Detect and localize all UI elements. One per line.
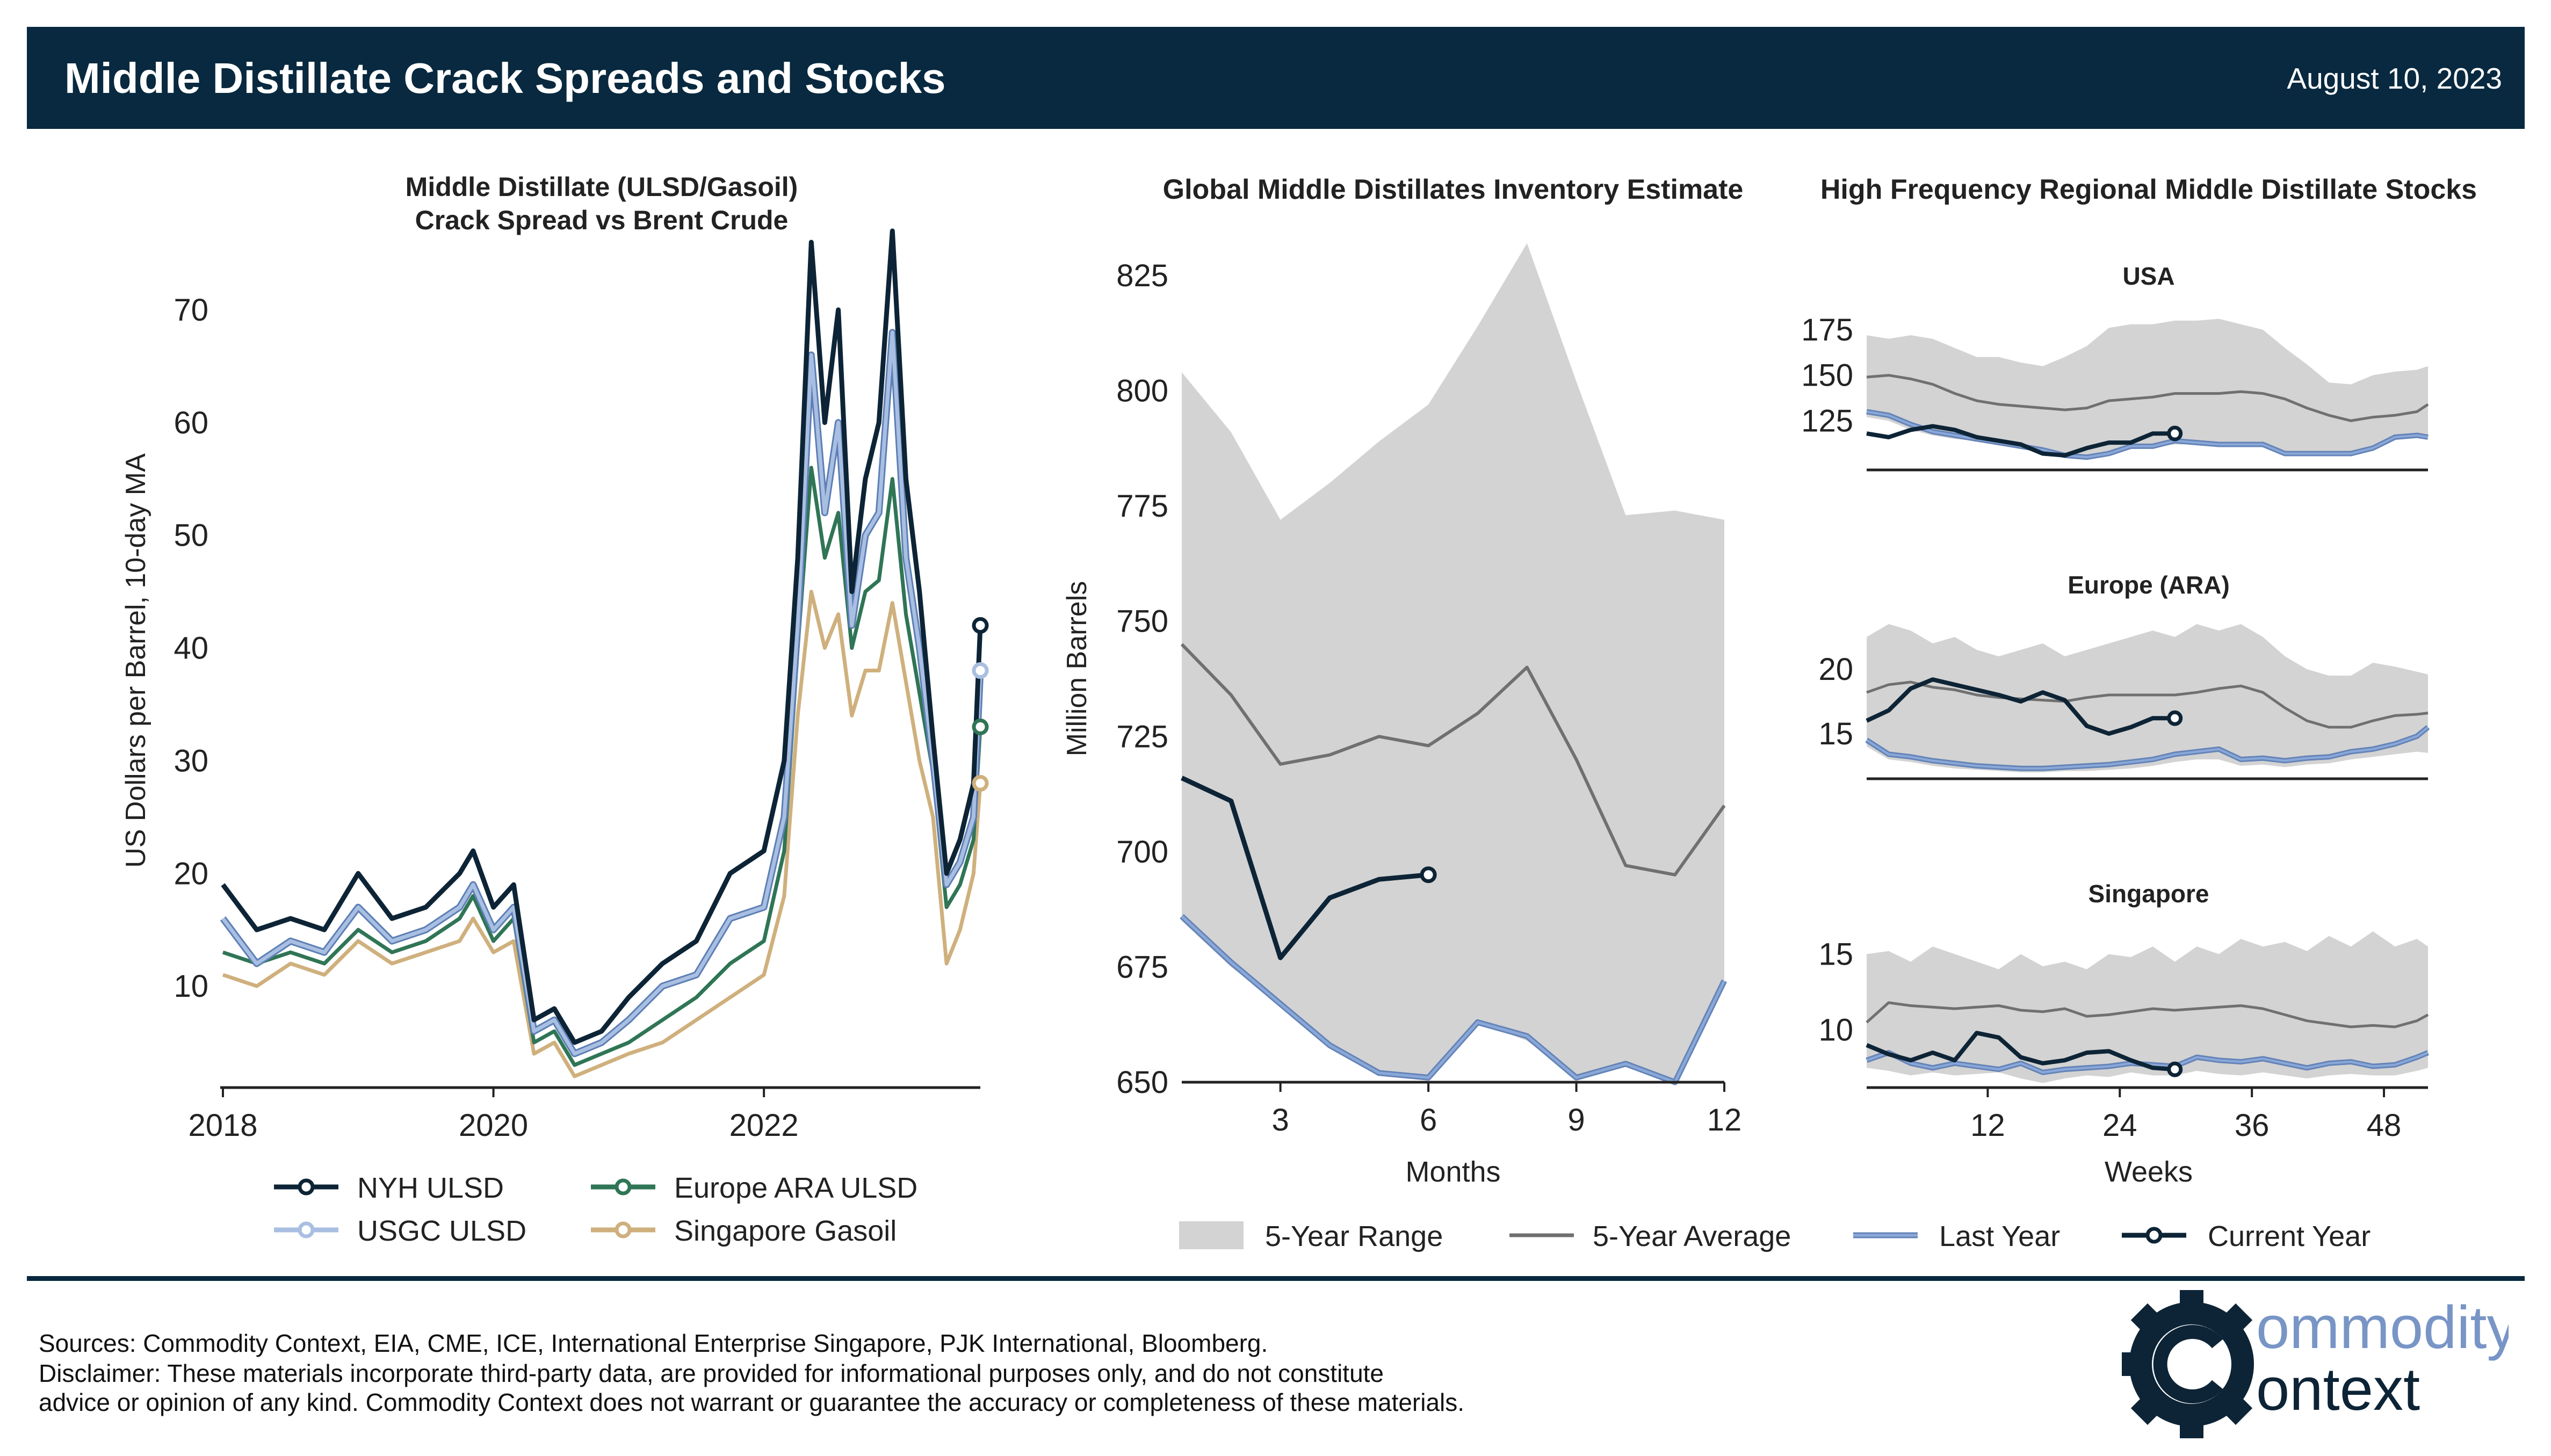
panel-y-tick-label-europe-ara: 15 bbox=[1818, 716, 1853, 751]
panel-x-tick-label: 36 bbox=[2235, 1108, 2270, 1143]
disclaimer-line-1: Disclaimer: These materials incorporate … bbox=[39, 1359, 1384, 1387]
crack-legend-swatch-marker bbox=[298, 1221, 315, 1238]
commodity-context-logo: ommodity ontext bbox=[2122, 1290, 2509, 1438]
panel-current-year-line-usa bbox=[1866, 424, 2175, 458]
gear-icon bbox=[2122, 1290, 2254, 1438]
inventory-5yr-avg-line bbox=[1180, 643, 1726, 877]
panel-y-tick-label-usa: 125 bbox=[1801, 403, 1853, 438]
legend-swatch-range bbox=[1179, 1221, 1244, 1249]
inventory-y-tick-label: 800 bbox=[1116, 374, 1168, 409]
crack-y-tick-label: 60 bbox=[174, 405, 208, 440]
crack-series-nyh-ulsd bbox=[221, 228, 983, 1045]
inventory-y-axis-label: Million Barrels bbox=[1061, 581, 1093, 757]
inventory-chart-title: Global Middle Distillates Inventory Esti… bbox=[1163, 174, 1744, 205]
crack-series-usgc-ulsd-outline bbox=[220, 329, 984, 1057]
legend-label-average: 5-Year Average bbox=[1593, 1220, 1791, 1252]
crack-legend-swatch-marker bbox=[615, 1221, 632, 1238]
inventory-x-tick-label: 6 bbox=[1420, 1103, 1437, 1138]
panel-5yr-avg-line-usa bbox=[1866, 374, 2429, 422]
crack-legend-label-europe-ara-ulsd: Europe ARA ULSD bbox=[674, 1172, 917, 1204]
report-date: August 10, 2023 bbox=[2287, 62, 2502, 95]
crack-end-marker-usgc-ulsd bbox=[972, 662, 989, 679]
panel-title-usa: USA bbox=[2122, 262, 2174, 290]
crack-end-marker-nyh-ulsd bbox=[972, 617, 989, 634]
crack-legend-label-usgc-ulsd: USGC ULSD bbox=[357, 1215, 526, 1247]
panel-current-year-line-europe-ara bbox=[1866, 677, 2175, 736]
legend-label-last-year: Last Year bbox=[1939, 1220, 2060, 1252]
charts-canvas: Middle Distillate (ULSD/Gasoil)Crack Spr… bbox=[120, 172, 2477, 1252]
panel-title-europe-ara: Europe (ARA) bbox=[2068, 571, 2230, 599]
crack-legend-swatch-marker bbox=[615, 1178, 632, 1196]
crack-y-axis-label: US Dollars per Barrel, 10-day MA bbox=[120, 453, 151, 868]
panel-x-tick-label: 48 bbox=[2367, 1108, 2402, 1143]
title-bar: Middle Distillate Crack Spreads and Stoc… bbox=[27, 27, 2525, 129]
page-title: Middle Distillate Crack Spreads and Stoc… bbox=[64, 54, 946, 102]
panel-y-tick-label-singapore: 15 bbox=[1818, 937, 1853, 972]
panel-x-tick-label: 24 bbox=[2102, 1108, 2137, 1143]
crack-series-europe-ara-ulsd bbox=[222, 466, 982, 1067]
regional-x-axis-label: Weeks bbox=[2105, 1156, 2193, 1188]
crack-chart-title-line-1: Middle Distillate (ULSD/Gasoil) bbox=[406, 172, 798, 202]
panel-5yr-range-usa bbox=[1867, 318, 2428, 455]
inventory-x-tick-label: 3 bbox=[1272, 1103, 1289, 1138]
crack-y-tick-label: 30 bbox=[174, 743, 208, 778]
panel-y-tick-label-singapore: 10 bbox=[1818, 1013, 1853, 1048]
crack-series-usgc-ulsd bbox=[221, 330, 982, 1056]
crack-chart-title-line-2: Crack Spread vs Brent Crude bbox=[415, 205, 789, 235]
disclaimer-line-2: advice or opinion of any kind. Commodity… bbox=[39, 1388, 1465, 1416]
crack-x-tick-label: 2020 bbox=[459, 1108, 528, 1143]
sources-text: Sources: Commodity Context, EIA, CME, IC… bbox=[39, 1329, 1268, 1357]
legend-label-current: Current Year bbox=[2208, 1220, 2371, 1252]
crack-y-tick-label: 50 bbox=[174, 518, 208, 553]
panel-5yr-avg-line-europe-ara bbox=[1866, 680, 2429, 729]
logo-word-bottom: ontext bbox=[2256, 1356, 2420, 1423]
inventory-y-tick-label: 775 bbox=[1116, 489, 1168, 524]
inventory-current-year-line bbox=[1181, 776, 1429, 960]
crack-y-tick-label: 40 bbox=[174, 631, 208, 666]
panel-current-year-line-singapore bbox=[1866, 1031, 2175, 1072]
crack-legend-swatch-marker bbox=[298, 1178, 315, 1196]
panel-current-end-marker-singapore bbox=[2167, 1061, 2183, 1077]
regional-stocks-title: High Frequency Regional Middle Distillat… bbox=[1820, 174, 2477, 205]
inventory-x-axis-label: Months bbox=[1405, 1156, 1500, 1188]
panel-title-singapore: Singapore bbox=[2089, 880, 2209, 908]
panel-y-tick-label-europe-ara: 20 bbox=[1818, 652, 1853, 687]
legend-label-range: 5-Year Range bbox=[1265, 1220, 1443, 1252]
panel-last-year-line-europe-ara bbox=[1866, 726, 2429, 770]
panel-5yr-avg-line-singapore bbox=[1866, 1001, 2429, 1028]
inventory-5yr-range bbox=[1182, 243, 1724, 1082]
panel-5yr-range-europe-ara bbox=[1867, 624, 2428, 772]
inventory-x-tick-label: 9 bbox=[1567, 1103, 1585, 1138]
panel-x-tick-label: 12 bbox=[1970, 1108, 2005, 1143]
crack-legend-label-nyh-ulsd: NYH ULSD bbox=[357, 1172, 504, 1204]
inventory-x-tick-label: 12 bbox=[1707, 1103, 1742, 1138]
inventory-y-tick-label: 750 bbox=[1116, 604, 1168, 639]
logo-word-top: ommodity bbox=[2256, 1294, 2509, 1361]
crack-y-tick-label: 70 bbox=[174, 293, 208, 328]
crack-legend-label-singapore-gasoil: Singapore Gasoil bbox=[674, 1215, 897, 1247]
inventory-y-tick-label: 675 bbox=[1116, 950, 1168, 984]
legend-swatch-current-marker bbox=[2145, 1227, 2163, 1244]
inventory-last-year-line bbox=[1181, 915, 1726, 1084]
inventory-y-tick-label: 725 bbox=[1116, 719, 1168, 754]
crack-y-tick-label: 20 bbox=[174, 856, 208, 891]
footer-divider bbox=[27, 1276, 2525, 1281]
crack-x-tick-label: 2022 bbox=[729, 1108, 799, 1143]
panel-last-year-line-singapore bbox=[1866, 1052, 2429, 1074]
inventory-y-tick-label: 700 bbox=[1116, 835, 1168, 870]
inventory-y-tick-label: 825 bbox=[1116, 258, 1168, 293]
crack-series-singapore-gasoil bbox=[222, 590, 982, 1078]
panel-current-end-marker-europe-ara bbox=[2167, 710, 2183, 726]
inventory-y-tick-label: 650 bbox=[1116, 1065, 1168, 1100]
panel-current-end-marker-usa bbox=[2167, 425, 2183, 441]
panel-last-year-line-usa bbox=[1866, 410, 2429, 459]
crack-end-marker-europe-ara-ulsd bbox=[972, 718, 989, 735]
panel-y-tick-label-usa: 150 bbox=[1801, 358, 1853, 393]
crack-end-marker-singapore-gasoil bbox=[972, 774, 989, 792]
crack-x-tick-label: 2018 bbox=[188, 1108, 257, 1143]
panel-y-tick-label-usa: 175 bbox=[1801, 313, 1853, 347]
inventory-current-end-marker bbox=[1420, 866, 1437, 883]
crack-y-tick-label: 10 bbox=[174, 969, 208, 1004]
